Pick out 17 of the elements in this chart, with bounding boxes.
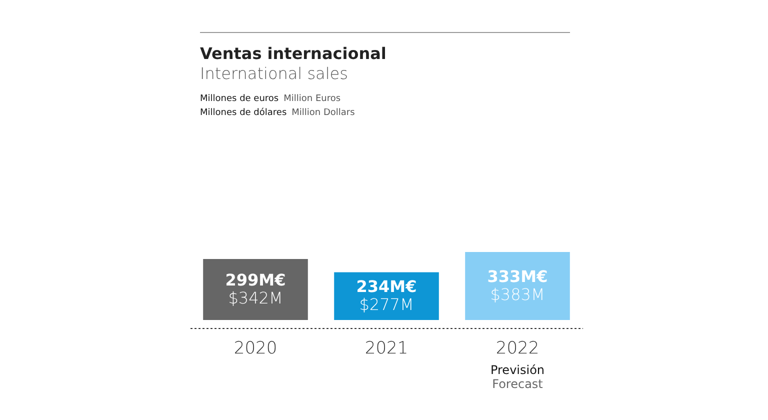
chart-title: Ventas internacional — [200, 44, 386, 64]
data-label: 299M€ — [225, 270, 286, 290]
annotation: $277M — [359, 295, 414, 314]
text: Forecast — [492, 377, 544, 391]
data-label: 333M€ — [487, 267, 548, 286]
annotation: $383M — [490, 285, 545, 304]
text: Million Dollars — [292, 108, 355, 118]
text: Previsión — [490, 363, 545, 377]
x-tick-label: 2022 — [496, 338, 540, 358]
chart-subtitle: International sales — [200, 64, 349, 84]
text: Millones de dólares — [200, 108, 287, 118]
data-label: 234M€ — [356, 277, 417, 296]
x-tick-label: 2020 — [234, 338, 278, 358]
text: Millones de euros — [200, 94, 279, 104]
annotation: $342M — [228, 288, 283, 308]
x-tick-label: 2021 — [364, 338, 408, 358]
text: Million Euros — [284, 94, 341, 104]
